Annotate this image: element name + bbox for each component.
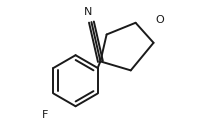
Text: O: O [155,15,164,25]
Text: F: F [42,110,48,120]
Text: N: N [84,7,92,17]
